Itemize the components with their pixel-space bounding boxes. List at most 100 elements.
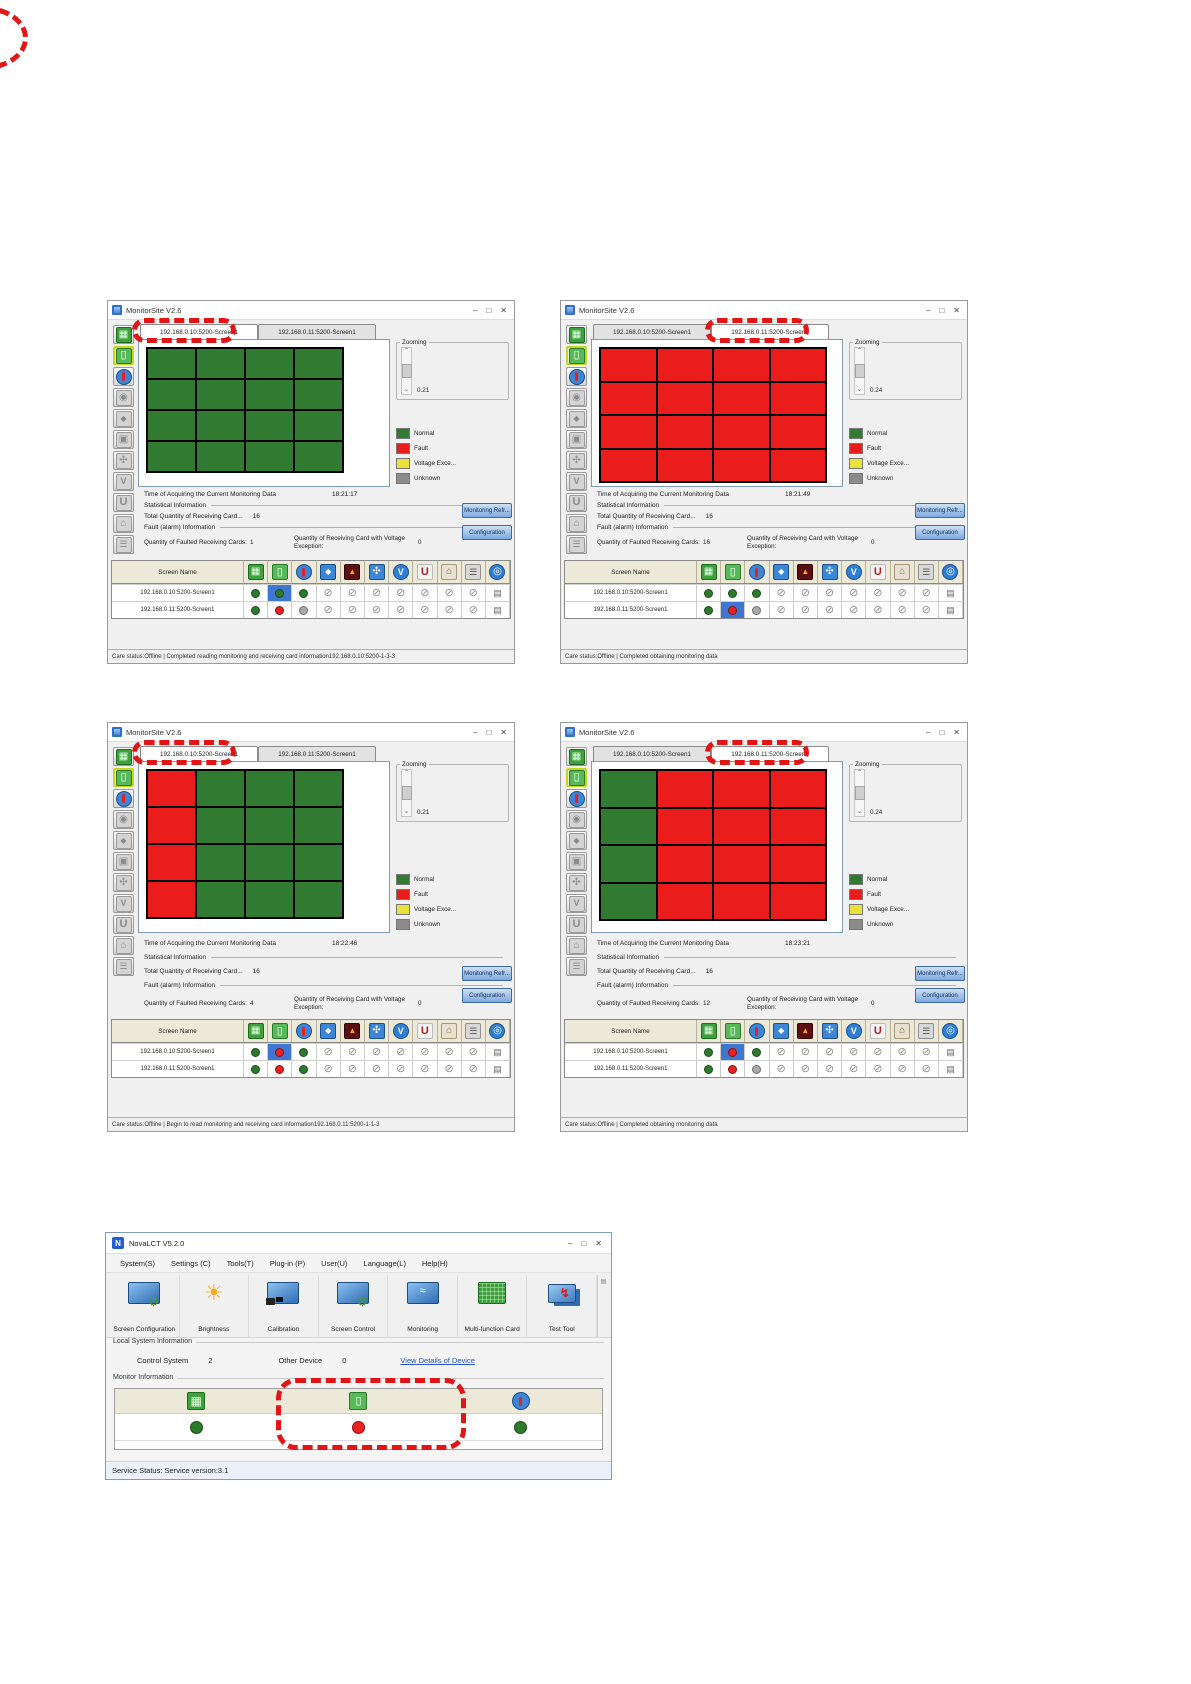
temperature-button[interactable] xyxy=(113,367,134,386)
maximize-button[interactable]: □ xyxy=(581,1238,587,1248)
minimize-button[interactable]: – xyxy=(473,305,478,315)
menu-pluginp[interactable]: Plug-in (P) xyxy=(269,1258,306,1268)
power-supply-button[interactable] xyxy=(113,810,134,829)
receiving-card-button[interactable] xyxy=(113,747,134,766)
power-supply-button[interactable] xyxy=(566,810,587,829)
fan-button[interactable] xyxy=(566,873,587,892)
voltage-button[interactable] xyxy=(566,894,587,913)
voltage-button[interactable] xyxy=(113,894,134,913)
cable-button[interactable] xyxy=(113,957,134,976)
voltage-button[interactable] xyxy=(566,472,587,491)
zoom-up-button[interactable]: ⌃ xyxy=(403,770,410,776)
screen-row[interactable]: 192.168.0.10:5200-Screen1 ⊘ ⊘ ⊘ ⊘ ⊘ ⊘ ⊘ ▤ xyxy=(112,584,511,601)
zoom-slider-thumb[interactable] xyxy=(854,786,865,800)
monitoring-refresh-button[interactable]: Monitoring Refr... xyxy=(462,503,512,518)
receiving-card-button[interactable] xyxy=(113,325,134,344)
screen-button[interactable] xyxy=(113,852,134,871)
cabinet-door-button[interactable] xyxy=(113,915,134,934)
zoom-slider-thumb[interactable] xyxy=(854,364,865,378)
screen-button[interactable] xyxy=(566,430,587,449)
zoom-up-button[interactable]: ⌃ xyxy=(856,770,863,776)
cabinet-door-button[interactable] xyxy=(566,915,587,934)
humidity-button[interactable] xyxy=(113,831,134,850)
screen-row[interactable]: 192.168.0.10:5200-Screen1 ⊘ ⊘ ⊘ ⊘ ⊘ ⊘ ⊘ ▤ xyxy=(112,1043,511,1061)
monitoring-card-button[interactable] xyxy=(566,768,587,787)
fan-button[interactable] xyxy=(113,873,134,892)
configuration-button[interactable]: Configuration xyxy=(915,525,965,540)
configuration-button[interactable]: Configuration xyxy=(462,525,512,540)
exit-button[interactable] xyxy=(566,936,587,955)
temperature-button[interactable] xyxy=(566,367,587,386)
configuration-button[interactable]: Configuration xyxy=(915,988,965,1003)
cable-button[interactable] xyxy=(566,957,587,976)
exit-button[interactable] xyxy=(113,514,134,533)
humidity-button[interactable] xyxy=(113,409,134,428)
minimize-button[interactable]: – xyxy=(926,305,931,315)
test-tool-button[interactable]: Test Tool xyxy=(527,1275,598,1337)
close-button[interactable]: ✕ xyxy=(953,727,960,737)
cabinet-door-button[interactable] xyxy=(566,493,587,512)
cable-button[interactable] xyxy=(113,535,134,554)
monitoring-button[interactable]: Monitoring xyxy=(388,1275,458,1337)
monitoring-status-column[interactable] xyxy=(277,1389,439,1413)
tab-screen1[interactable]: 192.168.0.10:5200-Screen1 xyxy=(593,324,711,339)
close-button[interactable]: ✕ xyxy=(953,305,960,315)
configuration-button[interactable]: Configuration xyxy=(462,988,512,1003)
minimize-button[interactable]: – xyxy=(568,1238,573,1248)
temperature-button[interactable] xyxy=(113,789,134,808)
fan-button[interactable] xyxy=(566,451,587,470)
humidity-button[interactable] xyxy=(566,831,587,850)
menu-languagel[interactable]: Language(L) xyxy=(363,1258,406,1268)
tab-screen2[interactable]: 192.168.0.11:5200-Screen1 xyxy=(258,324,376,339)
menu-systems[interactable]: System(S) xyxy=(120,1258,156,1268)
zoom-up-button[interactable]: ⌃ xyxy=(856,348,863,354)
exit-button[interactable] xyxy=(566,514,587,533)
zoom-up-button[interactable]: ⌃ xyxy=(403,348,410,354)
zoom-down-button[interactable]: ⌄ xyxy=(856,387,863,393)
tab-screen2[interactable]: 192.168.0.11:5200-Screen1 xyxy=(711,324,829,339)
close-button[interactable]: ✕ xyxy=(500,727,507,737)
menu-useru[interactable]: User(U) xyxy=(321,1258,348,1268)
close-button[interactable]: ✕ xyxy=(500,305,507,315)
monitoring-refresh-button[interactable]: Monitoring Refr... xyxy=(462,966,512,981)
voltage-button[interactable] xyxy=(113,472,134,491)
zoom-down-button[interactable]: ⌄ xyxy=(403,387,410,393)
minimize-button[interactable]: – xyxy=(473,727,478,737)
screen-row[interactable]: 192.168.0.11:5200-Screen1 ⊘ ⊘ ⊘ ⊘ ⊘ ⊘ ⊘ ▤ xyxy=(565,601,964,618)
humidity-button[interactable] xyxy=(566,409,587,428)
zoom-down-button[interactable]: ⌄ xyxy=(403,809,410,815)
screen-row[interactable]: 192.168.0.11:5200-Screen1 ⊘ ⊘ ⊘ ⊘ ⊘ ⊘ ⊘ ▤ xyxy=(112,601,511,618)
tab-screen1[interactable]: 192.168.0.10:5200-Screen1 xyxy=(140,746,258,761)
exit-button[interactable] xyxy=(113,936,134,955)
screen-button[interactable] xyxy=(566,852,587,871)
monitoring-refresh-button[interactable]: Monitoring Refr... xyxy=(915,503,965,518)
screen-row[interactable]: 192.168.0.10:5200-Screen1 ⊘ ⊘ ⊘ ⊘ ⊘ ⊘ ⊘ ▤ xyxy=(565,1043,964,1061)
menu-helph[interactable]: Help(H) xyxy=(421,1258,448,1268)
monitoring-card-button[interactable] xyxy=(113,768,134,787)
screen-status-column[interactable] xyxy=(115,1389,277,1413)
screen-row[interactable]: 192.168.0.11:5200-Screen1 ⊘ ⊘ ⊘ ⊘ ⊘ ⊘ ⊘ ▤ xyxy=(565,1060,964,1078)
screen-button[interactable] xyxy=(113,430,134,449)
tab-screen2[interactable]: 192.168.0.11:5200-Screen1 xyxy=(711,746,829,761)
maximize-button[interactable]: □ xyxy=(486,727,492,737)
calibration-button[interactable]: Calibration xyxy=(249,1275,319,1337)
temperature-status-column[interactable] xyxy=(440,1389,602,1413)
menu-settingsc[interactable]: Settings (C) xyxy=(171,1258,211,1268)
power-supply-button[interactable] xyxy=(566,388,587,407)
multi-function-card-button[interactable]: Multi-function Card xyxy=(458,1275,528,1337)
minimize-button[interactable]: – xyxy=(926,727,931,737)
temperature-button[interactable] xyxy=(566,789,587,808)
monitoring-card-button[interactable] xyxy=(566,346,587,365)
tab-screen1[interactable]: 192.168.0.10:5200-Screen1 xyxy=(593,746,711,761)
menu-toolst[interactable]: Tools(T) xyxy=(226,1258,254,1268)
tab-screen2[interactable]: 192.168.0.11:5200-Screen1 xyxy=(258,746,376,761)
close-button[interactable]: ✕ xyxy=(595,1238,602,1248)
cabinet-door-button[interactable] xyxy=(113,493,134,512)
view-details-of-device-link[interactable]: View Details of Device xyxy=(400,1356,475,1365)
screen-row[interactable]: 192.168.0.10:5200-Screen1 ⊘ ⊘ ⊘ ⊘ ⊘ ⊘ ⊘ ▤ xyxy=(565,584,964,601)
maximize-button[interactable]: □ xyxy=(486,305,492,315)
maximize-button[interactable]: □ xyxy=(939,727,945,737)
zoom-slider-thumb[interactable] xyxy=(401,786,412,800)
maximize-button[interactable]: □ xyxy=(939,305,945,315)
tab-screen1[interactable]: 192.168.0.10:5200-Screen1 xyxy=(140,324,258,339)
